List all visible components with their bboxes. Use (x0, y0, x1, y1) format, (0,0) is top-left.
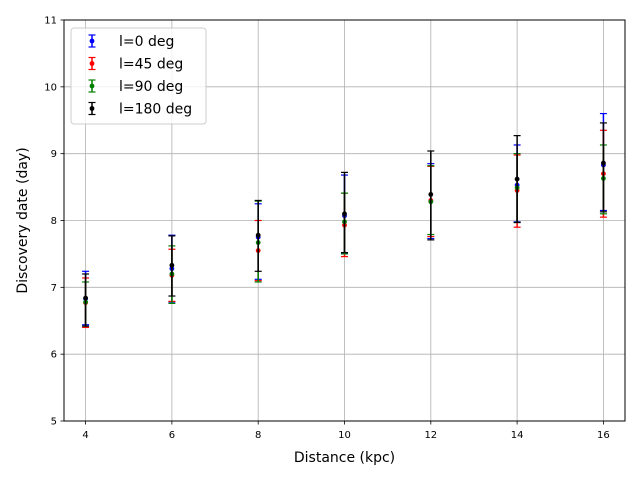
legend-label: l=180 deg (119, 102, 192, 118)
y-tick-label: 7 (51, 283, 57, 294)
legend-marker (89, 83, 95, 89)
y-tick-label: 8 (51, 216, 57, 227)
x-axis-label: Distance (kpc) (294, 450, 395, 466)
data-point (83, 295, 88, 301)
legend-box (70, 27, 207, 125)
x-tick-label: 16 (597, 430, 610, 441)
legend-marker (89, 106, 95, 111)
y-tick-label: 9 (51, 149, 57, 160)
y-tick-label: 10 (44, 82, 57, 93)
legend-entry: l=90 deg (88, 79, 183, 95)
legend-label: l=45 deg (119, 57, 183, 73)
data-point (255, 232, 261, 238)
series-l-180-deg (82, 122, 607, 327)
y-tick-label: 5 (51, 417, 57, 428)
x-tick-label: 4 (82, 430, 88, 441)
x-tick-label: 10 (338, 430, 351, 441)
x-tick-label: 8 (255, 430, 261, 441)
legend: l=0 deg l=45 deg l=90 deg l=180 deg (70, 27, 207, 125)
legend-marker (89, 61, 95, 66)
axis-ticks: 4 6 8 10 12 14 16 5 6 7 8 9 10 11 (44, 16, 610, 442)
legend-marker (89, 38, 95, 44)
x-tick-label: 14 (511, 430, 524, 441)
data-point (601, 160, 606, 166)
y-tick-label: 11 (44, 16, 57, 27)
legend-entry: l=180 deg (88, 102, 192, 118)
data-point (169, 262, 175, 268)
data-point (342, 211, 347, 217)
legend-entry: l=0 deg (88, 34, 174, 50)
legend-entry: l=45 deg (88, 57, 183, 73)
data-point (514, 176, 520, 182)
plot-data (82, 112, 607, 329)
legend-label: l=90 deg (119, 79, 183, 95)
legend-label: l=0 deg (119, 34, 174, 50)
data-point (428, 192, 434, 197)
y-tick-label: 6 (51, 350, 57, 361)
y-axis-label: Discovery date (day) (15, 147, 31, 293)
x-tick-label: 6 (169, 430, 175, 441)
x-tick-label: 12 (424, 430, 437, 441)
